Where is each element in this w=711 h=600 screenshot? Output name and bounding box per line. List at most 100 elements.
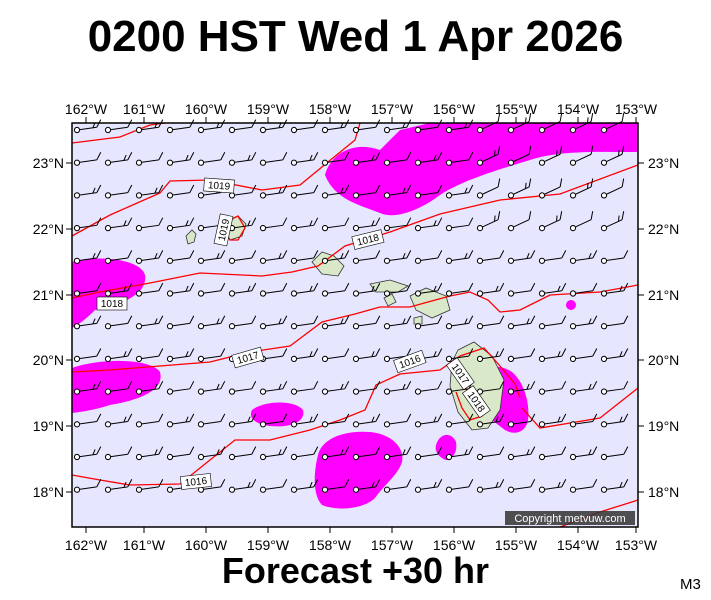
wind-barb — [321, 315, 350, 330]
wind-barb — [290, 152, 319, 166]
wind-barb — [476, 282, 505, 297]
wind-barb — [197, 413, 226, 428]
lon-label-bottom: 158°W — [309, 537, 352, 553]
wind-barb — [166, 380, 195, 395]
rain-area-mid — [250, 402, 304, 427]
lon-label-bottom: 157°W — [371, 537, 414, 553]
wind-barb — [259, 217, 288, 232]
wind-barb — [290, 315, 319, 330]
svg-text:1016: 1016 — [184, 476, 208, 489]
wind-barb — [228, 152, 257, 166]
wind-barb — [135, 315, 164, 330]
lat-label-left: 22°N — [33, 221, 64, 237]
rain-area-west-lower — [72, 360, 161, 413]
wind-barb — [414, 217, 443, 232]
wind-barb — [600, 282, 629, 297]
wind-barb — [73, 348, 102, 362]
wind-barb — [600, 348, 629, 362]
lat-label-right: 21°N — [648, 287, 679, 303]
wind-barb — [445, 413, 474, 428]
wind-barb — [445, 282, 474, 297]
wind-barb — [352, 413, 381, 428]
wind-barb — [135, 446, 164, 461]
wind-barb — [290, 217, 319, 232]
wind-barb — [73, 152, 102, 166]
island-hawaii — [449, 341, 505, 431]
wind-barb — [321, 380, 350, 395]
wind-barb — [445, 217, 474, 232]
island-niihau — [185, 229, 197, 245]
wind-barb — [104, 315, 133, 330]
wind-barb — [73, 250, 102, 264]
lon-label-top: 153°W — [615, 101, 658, 117]
wind-barb — [383, 184, 412, 199]
wind-barb — [538, 178, 563, 199]
isobar-label-1018-a: 1018 — [351, 229, 385, 250]
wind-barb — [166, 315, 195, 330]
wind-barb — [104, 479, 133, 493]
wind-barb — [135, 380, 164, 395]
wind-barb — [600, 413, 629, 428]
wind-barb — [507, 348, 536, 362]
wind-barb — [104, 184, 133, 199]
wind-barb — [383, 217, 412, 232]
wind-barb — [414, 380, 443, 395]
wind-barb — [383, 413, 412, 428]
wind-barb — [321, 348, 350, 362]
wind-barb — [73, 446, 102, 461]
isobar-label-1018-b: 1018 — [96, 296, 128, 311]
wind-barb — [476, 446, 505, 461]
copyright-badge: Copyright metvuw.com — [505, 511, 635, 525]
wind-barb — [135, 282, 164, 297]
isobar-1016 — [71, 347, 521, 486]
wind-barb — [476, 250, 505, 264]
wind-barb — [166, 250, 195, 264]
wind-barb — [290, 380, 319, 395]
lon-label-top: 160°W — [185, 101, 228, 117]
wind-barb — [290, 446, 319, 461]
wind-barb — [538, 479, 567, 493]
wind-barb — [228, 217, 257, 232]
wind-barb — [104, 380, 133, 395]
isobar-1018 — [71, 164, 639, 299]
wind-barb — [569, 211, 594, 232]
wind-barb — [569, 446, 598, 461]
wind-barb — [290, 184, 319, 199]
wind-barb — [476, 145, 501, 166]
wind-barb — [104, 152, 133, 166]
wind-barb — [259, 413, 288, 428]
wind-barb — [383, 315, 412, 330]
wind-barb — [445, 315, 474, 330]
wind-barb — [259, 446, 288, 461]
wind-barb — [104, 446, 133, 461]
wind-barb — [600, 446, 629, 461]
axis-ticks — [66, 117, 644, 533]
wind-barb — [73, 315, 102, 330]
map-frame — [71, 122, 639, 528]
wind-barb — [600, 315, 629, 330]
lat-label-left: 21°N — [33, 287, 64, 303]
wind-barb — [538, 348, 567, 362]
longitude-labels-bottom: 162°W 161°W 160°W 159°W 158°W 157°W 156°… — [65, 537, 658, 553]
svg-text:1018: 1018 — [356, 232, 381, 248]
isobar-label-1017-a: 1017 — [231, 346, 265, 369]
wind-barb — [600, 178, 625, 199]
wind-barb — [476, 348, 505, 362]
wind-barb — [104, 250, 133, 264]
isobar-label-1016-b: 1016 — [180, 473, 212, 490]
wind-barb — [569, 348, 598, 362]
wind-barb — [352, 446, 381, 461]
wind-barb — [414, 282, 443, 297]
isobar-label-1019-b: 1019 — [213, 213, 234, 247]
wind-barb — [569, 380, 598, 395]
lon-label-bottom: 155°W — [495, 537, 538, 553]
precipitation-areas — [72, 123, 638, 509]
lon-label-top: 157°W — [371, 101, 414, 117]
lat-label-right: 18°N — [648, 484, 679, 500]
wind-barb — [414, 479, 443, 493]
wind-barb — [321, 152, 350, 166]
wind-barb — [414, 413, 443, 428]
wind-barb — [538, 250, 567, 264]
wind-barb — [228, 380, 257, 395]
lon-label-bottom: 154°W — [557, 537, 600, 553]
